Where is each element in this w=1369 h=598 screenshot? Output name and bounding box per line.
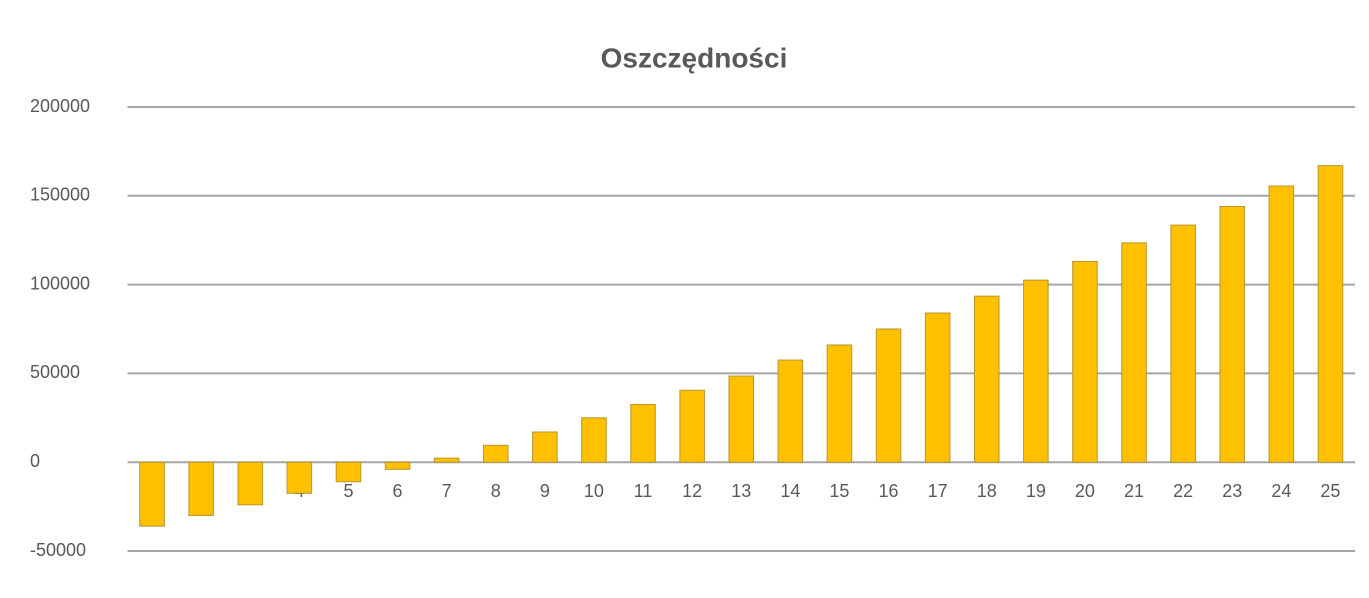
- chart-title: Oszczędności: [601, 42, 788, 73]
- x-tick-label: 23: [1222, 481, 1242, 501]
- bar: [384, 461, 411, 470]
- x-tick-label: 15: [829, 481, 849, 501]
- x-tick-label: 17: [928, 481, 948, 501]
- x-tick-label: 22: [1173, 481, 1193, 501]
- x-tick-label: 9: [540, 481, 550, 501]
- bar: [728, 375, 755, 463]
- x-tick-label: 16: [879, 481, 899, 501]
- bar: [630, 403, 656, 463]
- y-tick-label: 150000: [30, 185, 90, 205]
- bar: [581, 417, 607, 463]
- x-tick-label: 13: [731, 481, 751, 501]
- y-tick-label: 0: [30, 451, 40, 471]
- bar: [335, 461, 362, 483]
- bar: [973, 295, 1000, 463]
- bar: [1219, 205, 1246, 463]
- bar: [1170, 224, 1196, 463]
- bar: [433, 457, 460, 463]
- x-tick-label: 18: [977, 481, 997, 501]
- bar: [679, 389, 705, 463]
- x-tick-label: 25: [1320, 481, 1340, 501]
- x-tick-label: 14: [780, 481, 800, 501]
- y-tick-label: 100000: [30, 273, 90, 293]
- x-tick-label: 10: [584, 481, 604, 501]
- x-tick-label: 5: [343, 481, 353, 501]
- bar: [286, 461, 313, 494]
- x-tick-label: 8: [491, 481, 501, 501]
- bar: [1072, 261, 1098, 463]
- x-tick-label: 19: [1026, 481, 1046, 501]
- bar: [826, 344, 853, 463]
- bar: [532, 431, 558, 463]
- bar: [188, 461, 214, 516]
- y-tick-label: 200000: [30, 96, 90, 116]
- x-tick-label: 21: [1124, 481, 1144, 501]
- x-tick-label: 11: [634, 481, 653, 501]
- bar: [924, 312, 951, 463]
- x-tick-label: 6: [393, 481, 403, 501]
- bar: [777, 359, 804, 463]
- bar: [1317, 165, 1344, 463]
- bar: [139, 461, 165, 527]
- bar: [1121, 242, 1147, 463]
- bar: [482, 444, 509, 463]
- y-tick-label: 50000: [30, 362, 80, 382]
- bar: [1268, 185, 1295, 463]
- x-tick-label: 7: [442, 481, 452, 501]
- bar: [1023, 279, 1049, 463]
- x-tick-label: 20: [1075, 481, 1095, 501]
- bar: [875, 328, 902, 463]
- x-tick-label: 12: [682, 481, 702, 501]
- x-tick-label: 24: [1271, 481, 1291, 501]
- bar: [237, 461, 264, 506]
- y-tick-label: -50000: [30, 540, 86, 560]
